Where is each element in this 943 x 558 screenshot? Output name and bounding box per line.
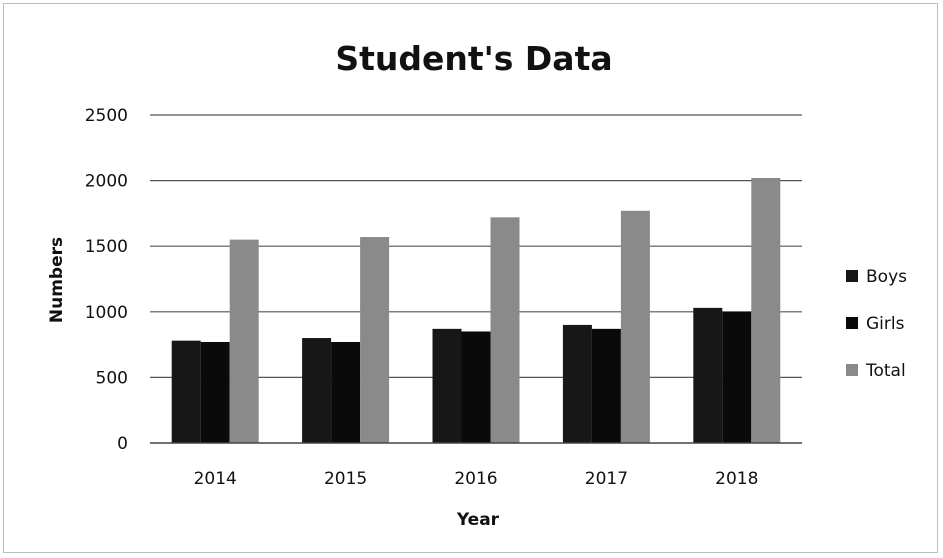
bar-boys-2018 — [693, 307, 723, 443]
x-tick-label: 2017 — [585, 469, 628, 489]
chart-title: Student's Data — [335, 39, 612, 78]
bar-total-2017 — [620, 210, 650, 443]
y-tick-label: 0 — [117, 434, 128, 454]
y-tick-label: 500 — [96, 368, 128, 388]
bar-total-2014 — [229, 239, 259, 443]
legend-label-boys: Boys — [866, 267, 907, 287]
x-tick-label: 2014 — [194, 469, 237, 489]
legend-swatch-girls — [846, 317, 858, 329]
legend-label-total: Total — [865, 361, 906, 381]
bar-total-2015 — [360, 237, 390, 443]
legend-label-girls: Girls — [866, 314, 905, 334]
bar-total-2016 — [490, 217, 520, 443]
bar-boys-2015 — [302, 338, 332, 443]
x-tick-labels: 2014 2015 2016 2017 2018 — [194, 469, 759, 489]
bar-boys-2014 — [171, 340, 201, 443]
bar-girls-2016 — [461, 331, 491, 443]
y-tick-labels: 0 500 1000 1500 2000 2500 — [85, 106, 128, 454]
y-tick-label: 1000 — [85, 303, 128, 323]
x-axis-title: Year — [456, 510, 500, 530]
y-axis-title: Numbers — [47, 237, 67, 323]
bar-girls-2017 — [591, 328, 621, 443]
legend-swatch-boys — [846, 270, 858, 282]
x-tick-label: 2015 — [324, 469, 367, 489]
x-tick-label: 2016 — [454, 469, 497, 489]
bar-girls-2018 — [722, 311, 752, 443]
legend-swatch-total — [846, 364, 858, 376]
bar-girls-2015 — [331, 341, 361, 443]
bar-total-2018 — [751, 177, 781, 443]
y-tick-label: 1500 — [85, 237, 128, 257]
bar-girls-2014 — [200, 341, 230, 443]
bar-boys-2016 — [432, 328, 462, 443]
y-tick-label: 2000 — [85, 172, 128, 192]
y-tick-label: 2500 — [85, 106, 128, 126]
chart-frame — [3, 3, 938, 553]
bar-boys-2017 — [562, 324, 592, 443]
legend: Boys Girls Total — [846, 267, 907, 381]
x-tick-label: 2018 — [715, 469, 758, 489]
bars — [171, 177, 781, 443]
